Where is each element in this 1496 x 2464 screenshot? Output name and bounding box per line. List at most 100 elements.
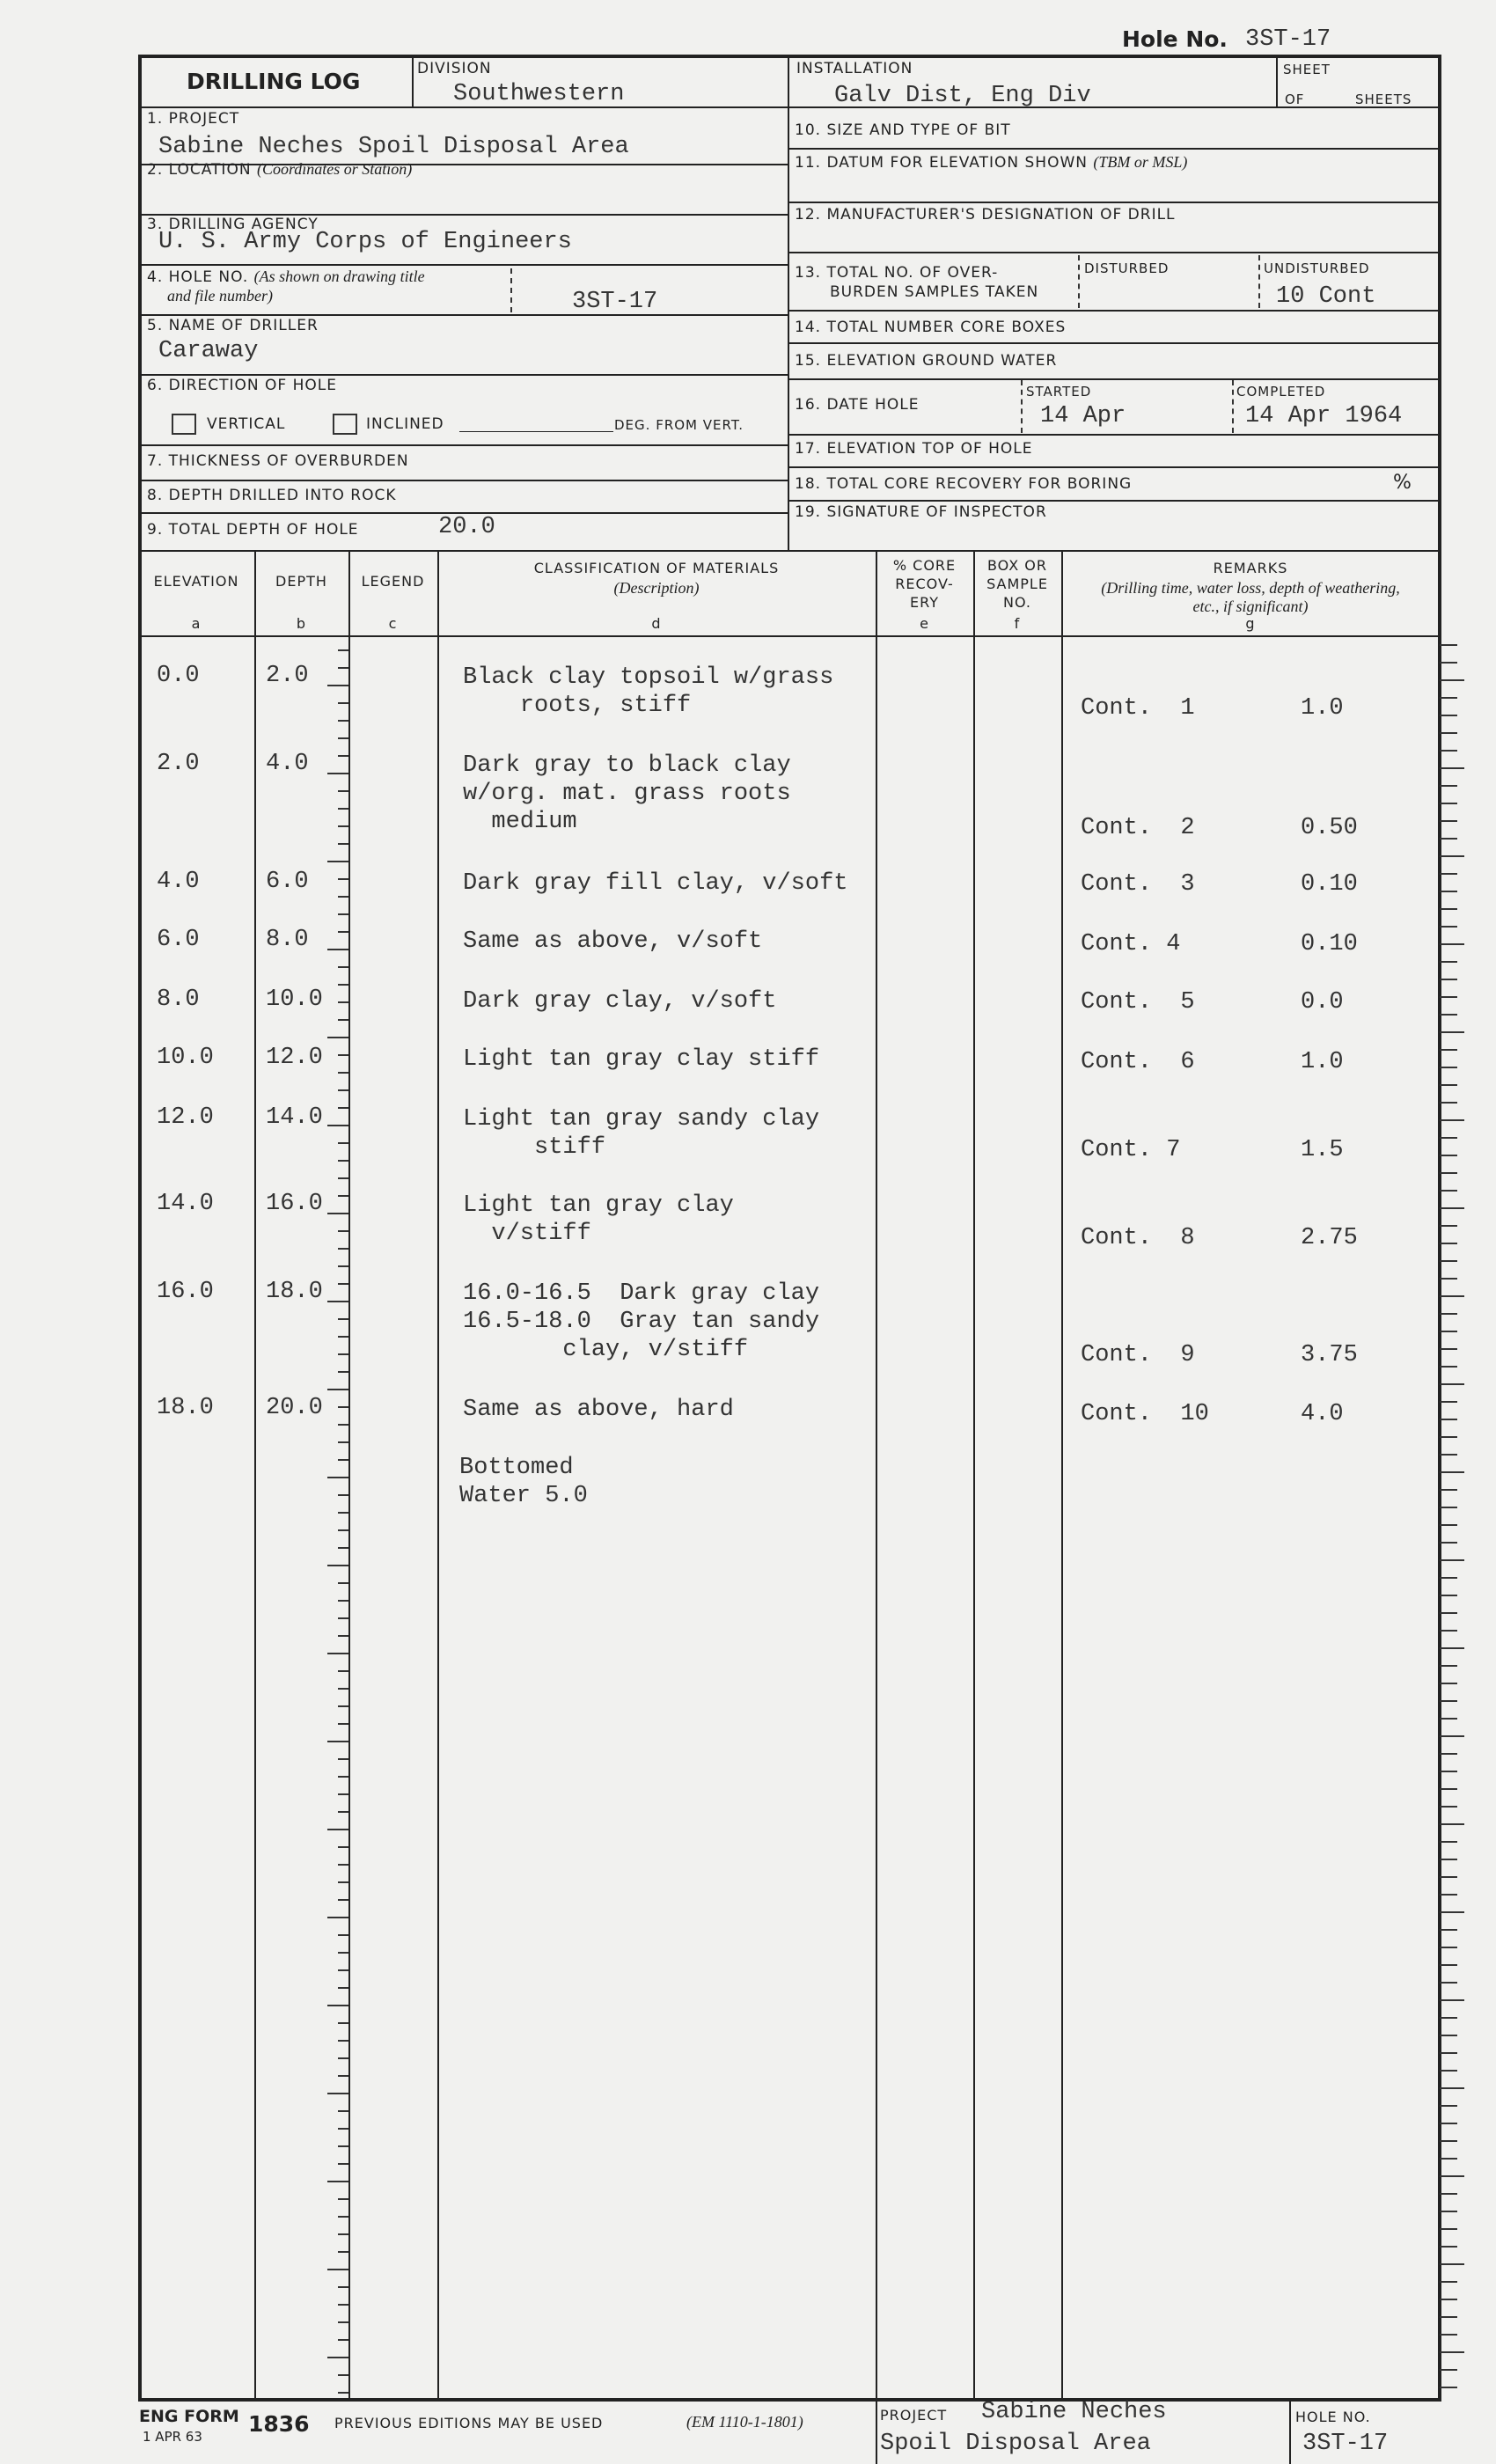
footer-project-line1: Sabine Neches bbox=[981, 2399, 1167, 2425]
ruler-tick bbox=[1440, 996, 1457, 998]
depth-scale-tick bbox=[338, 808, 348, 810]
depth-scale-tick bbox=[338, 2057, 348, 2059]
elevation-cell: 10.0 bbox=[157, 1045, 214, 1071]
column-header-c: LEGEND c bbox=[348, 572, 437, 632]
depth-scale-tick bbox=[338, 1054, 348, 1056]
depth-scale-tick bbox=[338, 1969, 348, 1971]
depth-scale-tick bbox=[338, 1424, 348, 1426]
depth-scale-tick bbox=[338, 737, 348, 739]
ruler-tick bbox=[1440, 2387, 1457, 2388]
ground-water-label: 15. ELEVATION GROUND WATER bbox=[795, 352, 1058, 370]
ruler-tick bbox=[1440, 1454, 1457, 1456]
remark-cont: Cont. 9 bbox=[1081, 1342, 1195, 1368]
footer-hole-label: HOLE NO. bbox=[1295, 2409, 1371, 2425]
ruler-tick bbox=[1440, 1471, 1464, 1473]
depth-scale-tick bbox=[338, 1688, 348, 1690]
remark-cont: Cont. 5 bbox=[1081, 989, 1195, 1016]
vertical-checkbox[interactable] bbox=[172, 414, 196, 435]
ruler-tick bbox=[1440, 2175, 1464, 2177]
depth-scale-tick bbox=[338, 2392, 348, 2394]
depth-scale-tick bbox=[338, 1952, 348, 1954]
core-recovery-label: 18. TOTAL CORE RECOVERY FOR BORING bbox=[795, 475, 1133, 493]
ruler-tick bbox=[1440, 1031, 1464, 1033]
depth-scale-tick bbox=[338, 1987, 348, 1989]
description-line: v/stiff bbox=[463, 1221, 591, 1247]
remark-value: 2.75 bbox=[1301, 1225, 1358, 1251]
footer-project-label: PROJECT bbox=[880, 2407, 948, 2424]
depth-scale-tick bbox=[338, 1864, 348, 1866]
footer-form-number: 1836 bbox=[248, 2411, 310, 2437]
depth-scale-tick bbox=[338, 2040, 348, 2042]
ruler-tick bbox=[1440, 1084, 1457, 1086]
remark-value: 0.0 bbox=[1301, 989, 1344, 1016]
depth-scale-tick bbox=[338, 1107, 348, 1109]
depth-scale-tick bbox=[327, 2357, 348, 2358]
ruler-tick bbox=[1440, 1806, 1457, 1808]
description-cell: Dark gray to black clay w/org. mat. grass… bbox=[463, 752, 791, 836]
ruler-tick bbox=[1440, 1225, 1457, 1227]
ruler-tick bbox=[1440, 2158, 1457, 2160]
ruler-tick bbox=[1440, 1524, 1457, 1526]
depth-cell: 20.0 bbox=[266, 1395, 323, 1421]
depth-scale-tick bbox=[338, 1547, 348, 1549]
ruler-tick bbox=[1440, 1313, 1457, 1315]
description-cell: Dark gray clay, v/soft bbox=[463, 987, 776, 1016]
depth-scale-tick bbox=[327, 1213, 348, 1214]
ruler-tick bbox=[1440, 1735, 1464, 1737]
remark-cont: Cont. 1 bbox=[1081, 695, 1195, 722]
description-cell: Dark gray fill clay, v/soft bbox=[463, 869, 847, 898]
ruler-tick bbox=[1440, 1577, 1457, 1579]
footer-date: 1 APR 63 bbox=[143, 2429, 202, 2445]
of-label: OF bbox=[1285, 92, 1305, 107]
driller-value: Caraway bbox=[158, 338, 259, 364]
depth-scale-tick bbox=[338, 825, 348, 827]
depth-scale-tick bbox=[338, 1494, 348, 1496]
remark-cont: Cont. 8 bbox=[1081, 1225, 1195, 1251]
description-line: Dark gray to black clay bbox=[463, 752, 791, 779]
description-cell: Same as above, v/soft bbox=[463, 928, 762, 956]
depth-cell: 14.0 bbox=[266, 1104, 323, 1131]
depth-scale-tick bbox=[338, 984, 348, 986]
description-cell: Light tan gray sandy clay stiff bbox=[463, 1105, 819, 1162]
description-line: roots, stiff bbox=[463, 693, 692, 719]
ruler-tick bbox=[1440, 2087, 1464, 2089]
hole-hint: and file number) bbox=[167, 287, 273, 304]
depth-scale-tick bbox=[327, 1389, 348, 1390]
ruler-tick bbox=[1440, 2140, 1457, 2142]
ruler-tick bbox=[1440, 1401, 1457, 1403]
depth-cell: 16.0 bbox=[266, 1191, 323, 1217]
ruler-tick bbox=[1440, 1137, 1457, 1139]
location-label: 2. LOCATION (Coordinates or Station) bbox=[147, 160, 413, 179]
ruler-tick bbox=[1440, 1542, 1457, 1544]
elevation-cell: 12.0 bbox=[157, 1104, 214, 1131]
ruler-tick bbox=[1440, 715, 1457, 716]
description-line: Light tan gray clay bbox=[463, 1192, 734, 1219]
column-header-f: BOX OR SAMPLE NO. f bbox=[973, 556, 1061, 632]
description-line: clay, v/stiff bbox=[463, 1337, 749, 1363]
ruler-tick bbox=[1440, 1753, 1457, 1755]
ruler-tick bbox=[1440, 1243, 1457, 1244]
depth-scale-tick bbox=[338, 1001, 348, 1003]
remark-cont: Cont. 4 bbox=[1081, 931, 1181, 957]
depth-scale-tick bbox=[338, 1811, 348, 1813]
depth-scale-tick bbox=[338, 2075, 348, 2077]
ruler-tick bbox=[1440, 2211, 1457, 2212]
remark-value: 0.10 bbox=[1301, 871, 1358, 898]
description-cell: Light tan gray clay stiff bbox=[463, 1045, 819, 1074]
description-cell: 16.0-16.5 Dark gray clay 16.5-18.0 Gray t… bbox=[463, 1280, 819, 1364]
ruler-tick bbox=[1440, 1947, 1457, 1948]
column-title: % CORE RECOV- ERY bbox=[892, 557, 957, 611]
ruler-tick bbox=[1440, 644, 1457, 646]
depth-scale-tick bbox=[338, 702, 348, 704]
undisturbed-label: UNDISTURBED bbox=[1264, 260, 1370, 276]
depth-scale-tick bbox=[338, 2128, 348, 2130]
inclined-checkbox[interactable] bbox=[333, 414, 357, 435]
description-line: Black clay topsoil w/grass bbox=[463, 664, 834, 691]
depth-scale-tick bbox=[338, 878, 348, 880]
depth-scale-tick bbox=[338, 1195, 348, 1197]
depth-scale-tick bbox=[327, 1301, 348, 1302]
depth-scale-tick bbox=[338, 2022, 348, 2024]
ruler-tick bbox=[1440, 1700, 1457, 1702]
ruler-tick bbox=[1440, 1331, 1457, 1332]
ruler-tick bbox=[1440, 1894, 1457, 1896]
